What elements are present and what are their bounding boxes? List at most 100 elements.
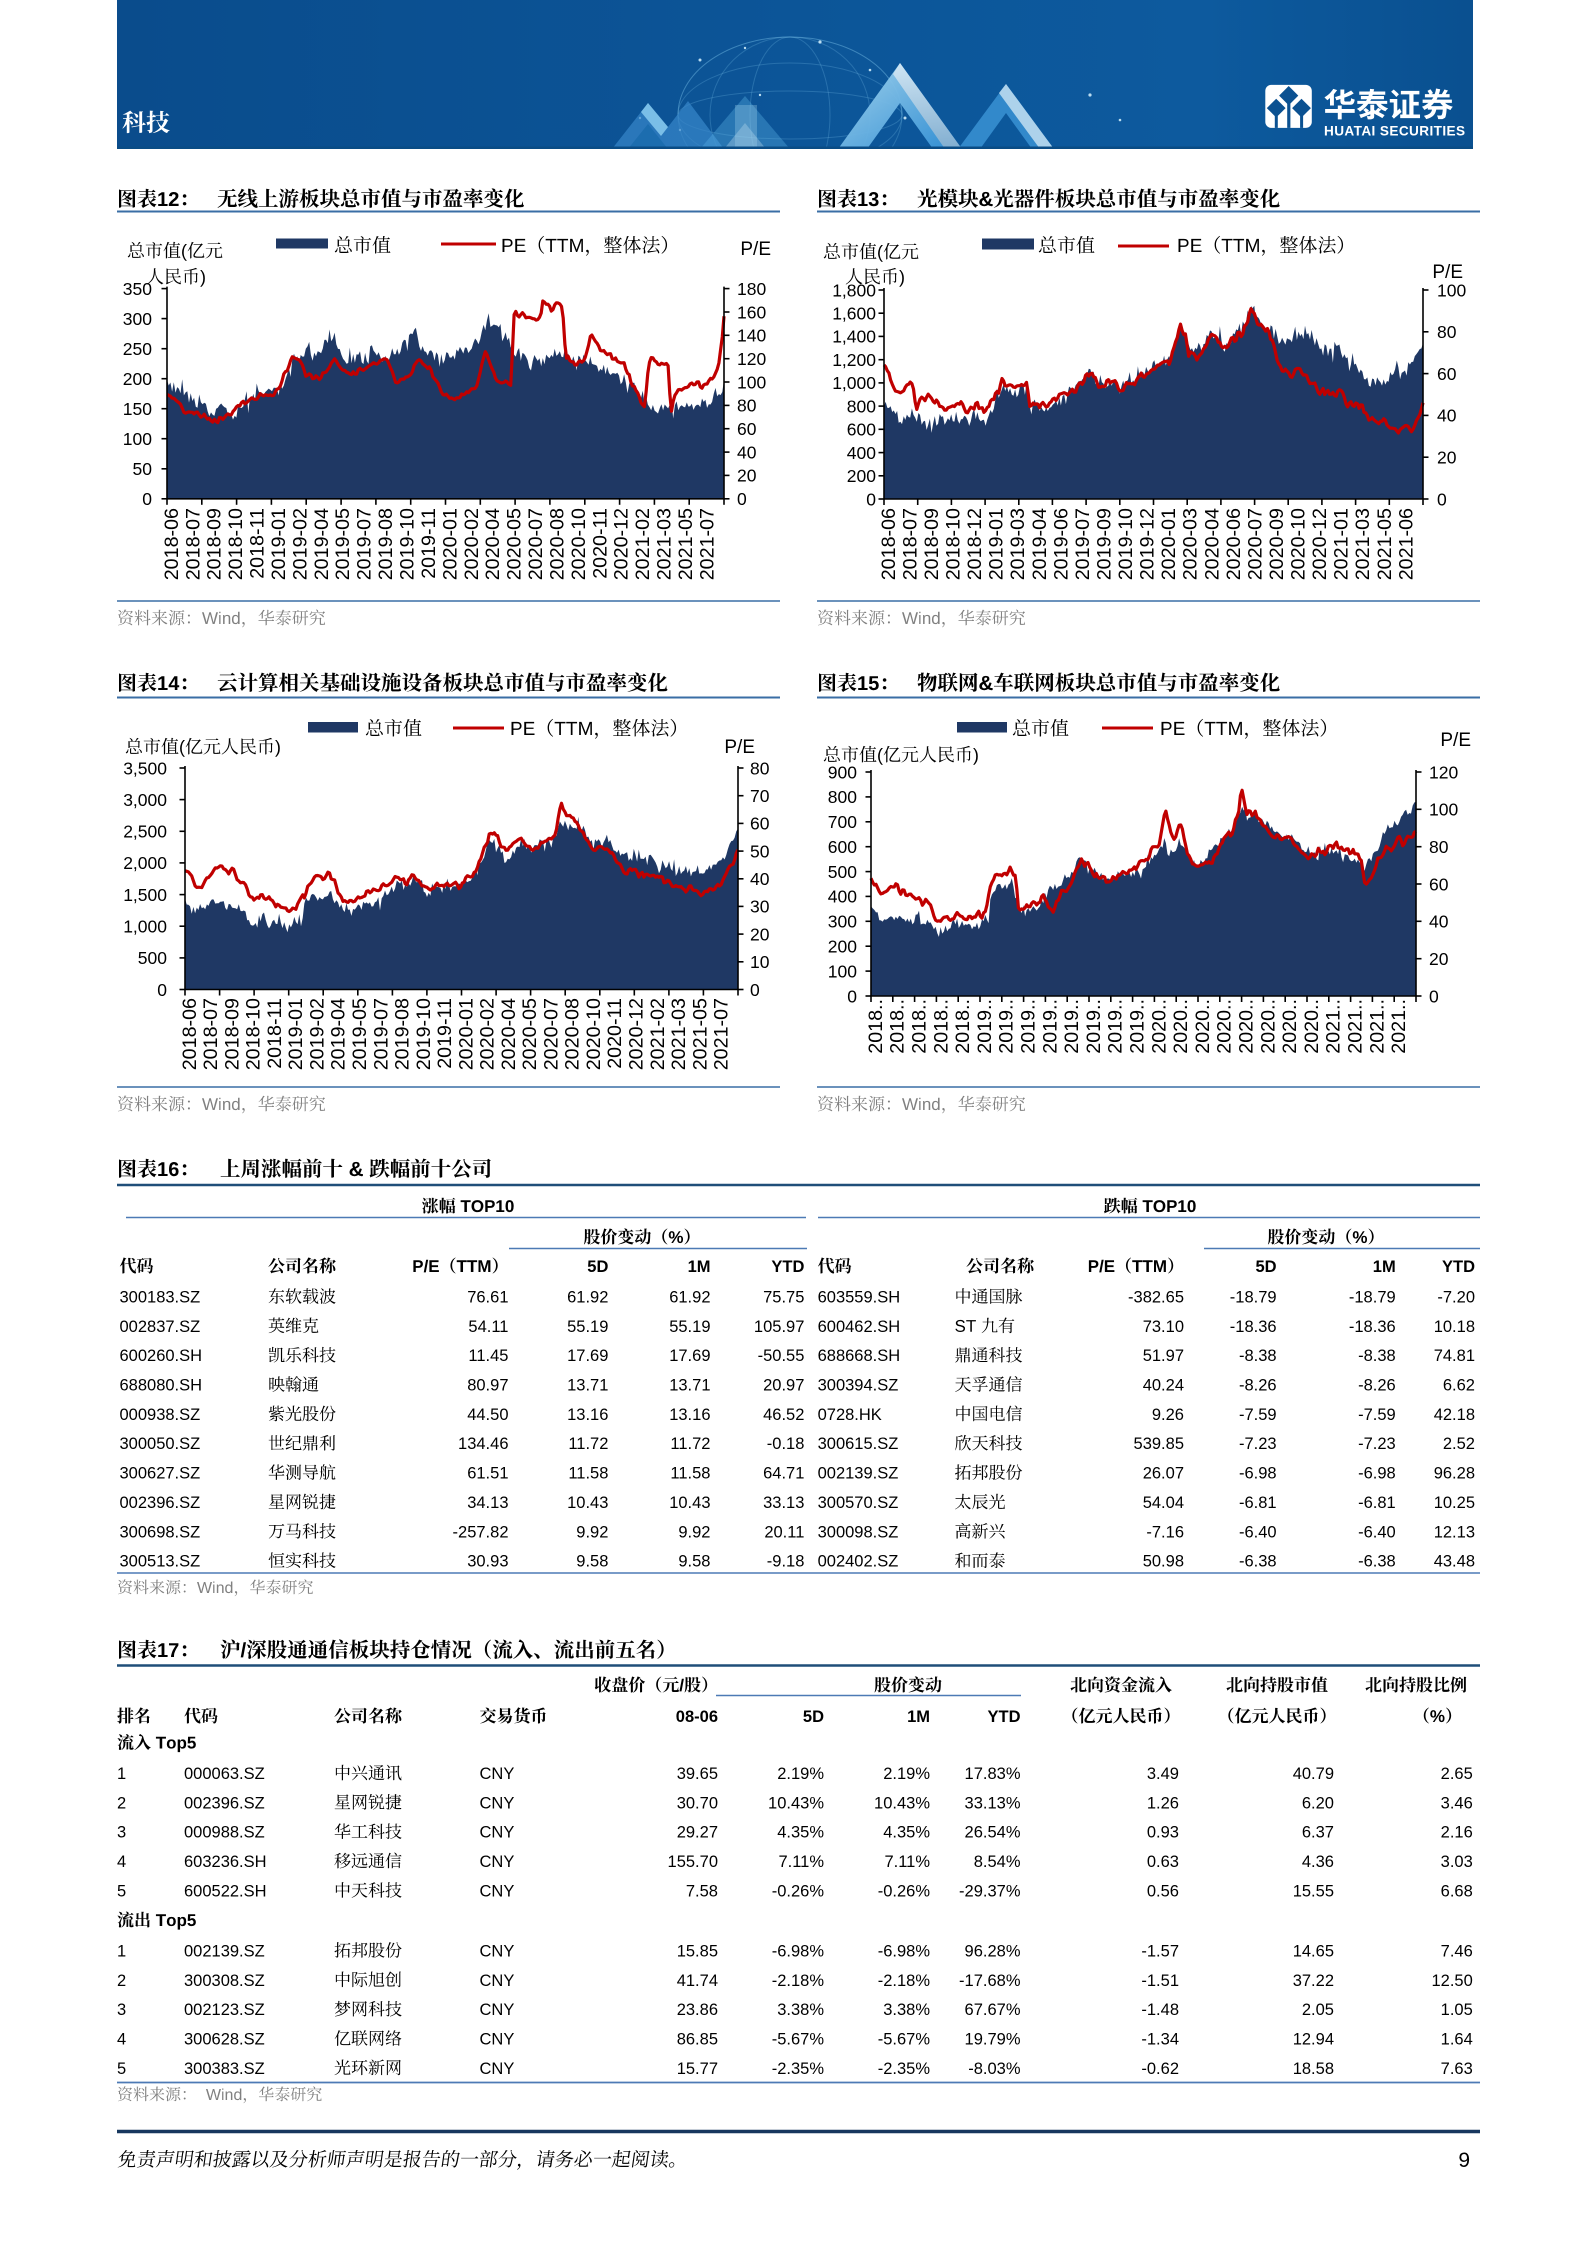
svg-text:0.56: 0.56: [1147, 1882, 1179, 1900]
svg-text:CNY: CNY: [480, 1882, 515, 1900]
svg-text:2019..: 2019..: [1127, 999, 1149, 1054]
svg-text:2019-04: 2019-04: [1029, 508, 1051, 580]
svg-text:2019..: 2019..: [996, 999, 1018, 1054]
svg-text:2020-09: 2020-09: [1266, 508, 1288, 580]
svg-text:150: 150: [123, 399, 152, 419]
svg-text:603236.SH: 603236.SH: [184, 1853, 267, 1871]
svg-text:4: 4: [117, 2031, 126, 2049]
svg-text:200: 200: [828, 937, 857, 957]
svg-text:002402.SZ: 002402.SZ: [818, 1553, 899, 1571]
svg-text:2.52: 2.52: [1443, 1435, 1475, 1453]
svg-text:134.46: 134.46: [458, 1435, 508, 1453]
svg-text:4.35%: 4.35%: [883, 1824, 930, 1842]
svg-text:2.05: 2.05: [1302, 2001, 1334, 2019]
svg-text:1,600: 1,600: [832, 304, 876, 324]
svg-text:350: 350: [123, 279, 152, 299]
svg-text:9.58: 9.58: [678, 1553, 710, 1571]
svg-text:10: 10: [750, 952, 770, 972]
svg-text:17.69: 17.69: [567, 1347, 608, 1365]
svg-text:002123.SZ: 002123.SZ: [184, 2001, 265, 2019]
svg-text:-6.81: -6.81: [1358, 1494, 1396, 1512]
svg-text:2021-03: 2021-03: [654, 508, 676, 580]
svg-text:-6.81: -6.81: [1239, 1494, 1277, 1512]
svg-text:-6.98%: -6.98%: [878, 1942, 931, 1960]
svg-text:155.70: 155.70: [668, 1853, 718, 1871]
svg-text:0: 0: [142, 489, 152, 509]
svg-text:120: 120: [737, 349, 766, 369]
svg-text:2: 2: [117, 1972, 126, 1990]
svg-text:-2.35%: -2.35%: [878, 2060, 931, 2078]
svg-text:300308.SZ: 300308.SZ: [184, 1972, 265, 1990]
svg-text:500: 500: [828, 862, 857, 882]
svg-text:-0.18: -0.18: [767, 1435, 805, 1453]
svg-text:CNY: CNY: [480, 1972, 515, 1990]
svg-text:-6.98%: -6.98%: [772, 1942, 825, 1960]
svg-text:20: 20: [1429, 949, 1449, 969]
svg-text:800: 800: [847, 396, 876, 416]
svg-text:2021..: 2021..: [1388, 999, 1410, 1054]
svg-text:-8.03%: -8.03%: [968, 2060, 1021, 2078]
svg-text:-8.38: -8.38: [1239, 1347, 1277, 1365]
svg-text:-8.38: -8.38: [1358, 1347, 1396, 1365]
svg-text:2020..: 2020..: [1214, 999, 1236, 1054]
svg-text:2020-12: 2020-12: [1309, 508, 1331, 580]
svg-text:2021-03: 2021-03: [1352, 508, 1374, 580]
svg-text:40: 40: [1437, 406, 1457, 426]
svg-text:67.67%: 67.67%: [965, 2001, 1021, 2019]
svg-text:2020-10: 2020-10: [568, 508, 590, 580]
svg-text:2021-02: 2021-02: [647, 998, 669, 1070]
svg-text:1.64: 1.64: [1441, 2031, 1473, 2049]
svg-text:2019-08: 2019-08: [375, 508, 397, 580]
svg-text:-257.82: -257.82: [453, 1523, 509, 1541]
svg-text:1M: 1M: [688, 1258, 711, 1276]
svg-text:44.50: 44.50: [467, 1406, 508, 1424]
svg-text:75.75: 75.75: [763, 1289, 804, 1307]
svg-text:002139.SZ: 002139.SZ: [184, 1942, 265, 1960]
svg-text:64.71: 64.71: [763, 1465, 804, 1483]
svg-text:2020-11: 2020-11: [589, 508, 611, 579]
svg-text:2020..: 2020..: [1301, 999, 1323, 1054]
svg-text:4: 4: [117, 1853, 126, 1871]
svg-text:20: 20: [737, 466, 757, 486]
svg-text:300098.SZ: 300098.SZ: [818, 1523, 899, 1541]
svg-text:2019-05: 2019-05: [349, 998, 371, 1070]
svg-text:1: 1: [117, 1942, 126, 1960]
svg-text:26.07: 26.07: [1143, 1465, 1184, 1483]
svg-text:2019-02: 2019-02: [306, 998, 328, 1070]
svg-text:70: 70: [750, 786, 770, 806]
svg-text:-7.59: -7.59: [1239, 1406, 1277, 1424]
svg-text:100: 100: [1437, 280, 1466, 300]
svg-text:2020-01: 2020-01: [439, 508, 461, 580]
svg-text:300513.SZ: 300513.SZ: [120, 1553, 201, 1571]
svg-text:2018-06: 2018-06: [179, 998, 201, 1070]
svg-text:86.85: 86.85: [677, 2031, 718, 2049]
svg-text:2019-03: 2019-03: [1007, 508, 1029, 580]
svg-text:2019-04: 2019-04: [328, 998, 350, 1070]
svg-text:2021-03: 2021-03: [668, 998, 690, 1070]
svg-text:-7.16: -7.16: [1146, 1523, 1184, 1541]
svg-text:0: 0: [866, 489, 876, 509]
svg-text:11.45: 11.45: [468, 1347, 508, 1365]
svg-text:11.72: 11.72: [670, 1435, 710, 1453]
svg-text:2020-08: 2020-08: [562, 998, 584, 1070]
svg-text:40: 40: [1429, 912, 1449, 932]
svg-text:-18.79: -18.79: [1349, 1289, 1396, 1307]
svg-text:2021-01: 2021-01: [1331, 508, 1353, 580]
svg-text:300698.SZ: 300698.SZ: [120, 1523, 201, 1541]
svg-text:2020-10: 2020-10: [583, 998, 605, 1070]
svg-text:2.19%: 2.19%: [883, 1765, 930, 1783]
svg-text:1,000: 1,000: [832, 373, 876, 393]
svg-text:2021-05: 2021-05: [1374, 508, 1396, 580]
svg-text:2019-05: 2019-05: [332, 508, 354, 580]
svg-text:13.71: 13.71: [567, 1377, 608, 1395]
svg-text:2021..: 2021..: [1345, 999, 1367, 1054]
svg-text:41.74: 41.74: [677, 1972, 718, 1990]
svg-text:2018-10: 2018-10: [225, 508, 247, 580]
svg-text:600522.SH: 600522.SH: [184, 1882, 267, 1900]
svg-text:61.92: 61.92: [567, 1289, 608, 1307]
svg-text:-6.38: -6.38: [1239, 1553, 1277, 1571]
svg-text:7.11%: 7.11%: [884, 1853, 930, 1871]
svg-text:2018-09: 2018-09: [204, 508, 226, 580]
svg-text:20: 20: [1437, 448, 1457, 468]
svg-text:2018-11: 2018-11: [247, 508, 269, 579]
